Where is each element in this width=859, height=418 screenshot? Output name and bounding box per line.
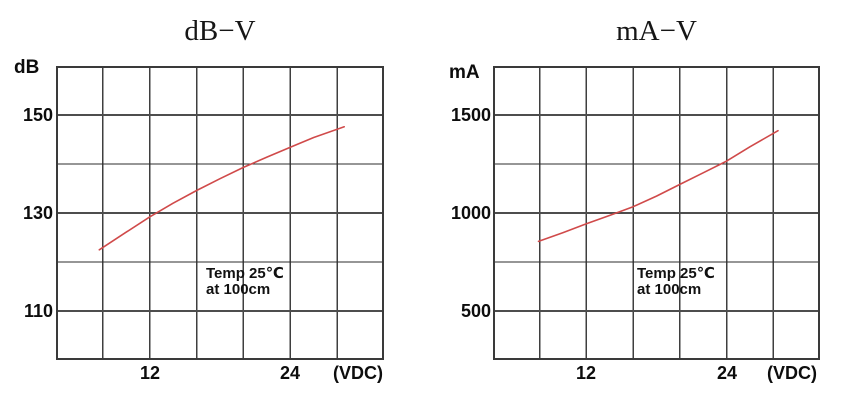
y-tick-label: 500: [460, 301, 491, 321]
y-tick-label: 110: [23, 301, 53, 321]
x-axis-unit-label: (VDC): [333, 363, 383, 383]
plot-border: [56, 66, 384, 360]
sound-pressure-level-curve: [98, 126, 345, 251]
annotation-line: at 100cm: [637, 281, 702, 298]
x-tick-label: 24: [279, 363, 301, 383]
current-consumption-curve: [537, 129, 779, 243]
annotation-line: Temp 25℃: [206, 265, 284, 282]
plot-area: Temp 25℃ at 100cm: [56, 66, 384, 360]
y-tick-label: 130: [22, 203, 53, 223]
db-v-plot-svg: [56, 66, 384, 360]
chart-title: dB−V: [184, 15, 256, 47]
chart-title: mA−V: [616, 15, 697, 47]
y-tick-label: 1500: [450, 105, 491, 125]
test-condition-note: Temp 25℃ at 100cm: [637, 266, 715, 298]
annotation-line: at 100cm: [206, 281, 271, 298]
annotation-line: Temp 25℃: [637, 265, 715, 282]
y-axis-unit-label: dB: [14, 57, 40, 78]
y-axis-unit-label: mA: [449, 62, 480, 83]
x-tick-label: 12: [575, 363, 597, 383]
plot-area: Temp 25℃ at 100cm: [493, 66, 820, 360]
ma-v-plot-svg: [493, 66, 820, 360]
x-tick-label: 12: [139, 363, 161, 383]
test-condition-note: Temp 25℃ at 100cm: [206, 266, 284, 298]
plot-border: [493, 66, 820, 360]
y-tick-label: 1000: [450, 203, 491, 223]
x-axis-unit-label: (VDC): [767, 363, 817, 383]
y-tick-label: 150: [22, 105, 53, 125]
x-tick-label: 24: [716, 363, 738, 383]
